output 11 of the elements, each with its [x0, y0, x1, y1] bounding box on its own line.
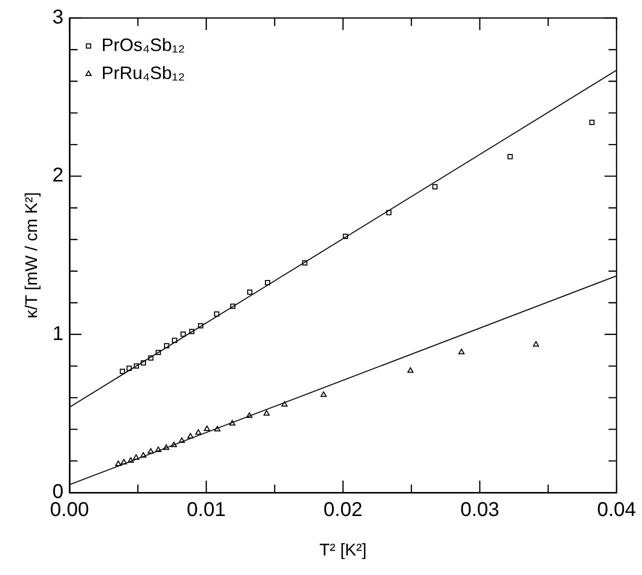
legend-label: PrRu₄Sb₁₂: [102, 62, 185, 83]
y-axis-title: κ/T [mW / cm K²]: [22, 192, 41, 318]
legend-label: PrOs₄Sb₁₂: [102, 34, 185, 55]
x-tick-label: 0.02: [324, 499, 362, 522]
y-tick-label: 2: [52, 164, 64, 187]
x-axis-title: T² [K²]: [319, 540, 367, 560]
x-tick-label: 0.01: [186, 499, 226, 522]
x-tick-label: 0.03: [460, 499, 500, 522]
y-tick-label: 1: [52, 322, 64, 345]
x-tick-label: 0.04: [597, 499, 636, 522]
y-tick-label: 3: [52, 6, 64, 29]
